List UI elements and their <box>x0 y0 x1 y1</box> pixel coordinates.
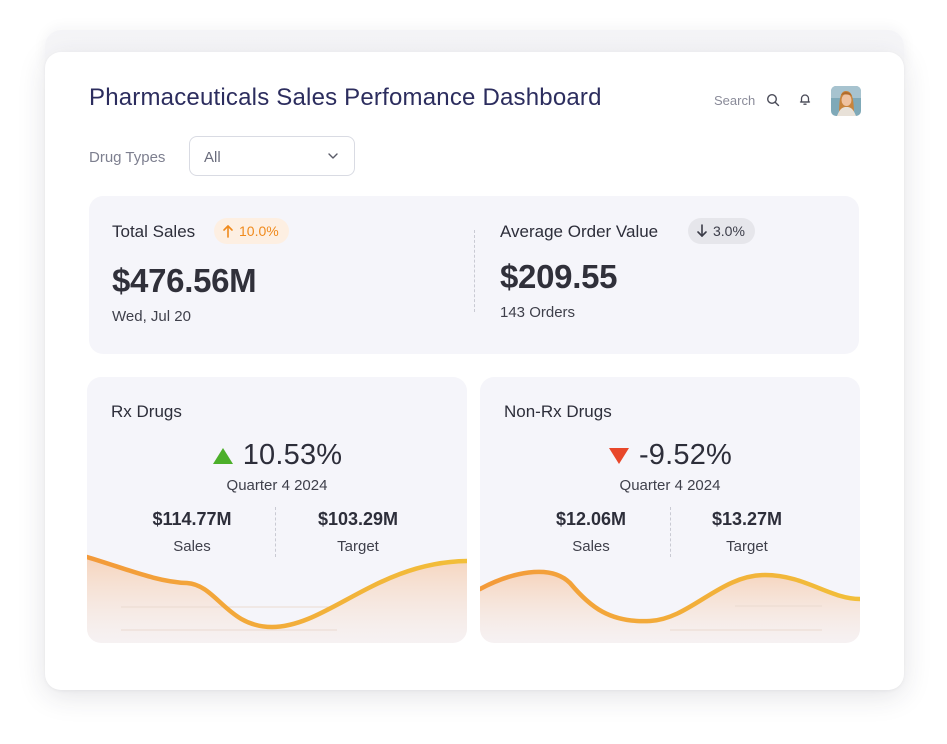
drug-types-dropdown[interactable]: All <box>189 136 355 176</box>
dashboard-card: Pharmaceuticals Sales Perfomance Dashboa… <box>45 52 904 690</box>
total-sales-label: Total Sales <box>112 222 196 241</box>
arrow-up-icon <box>223 225 233 238</box>
non-rx-quarter: Quarter 4 2024 <box>619 477 721 494</box>
average-order-value: $209.55 <box>500 258 618 295</box>
average-order-label: Average Order Value <box>500 222 659 241</box>
total-sales-change-badge: 10.0% <box>214 218 289 244</box>
non-rx-metric-divider <box>670 507 671 557</box>
non-rx-sales-label: Sales <box>572 538 610 555</box>
rx-drugs-title: Rx Drugs <box>111 402 182 421</box>
search-label[interactable]: Search <box>714 93 756 108</box>
non-rx-sales-value: $12.06M <box>555 509 627 529</box>
non-rx-sales-wave <box>480 569 860 643</box>
total-sales-change: 10.0% <box>239 223 279 239</box>
non-rx-change-percent: -9.52% <box>638 439 733 471</box>
rx-sales-wave <box>87 554 467 643</box>
average-order-change: 3.0% <box>713 223 745 239</box>
avatar[interactable] <box>831 86 861 116</box>
rx-sales-value: $114.77M <box>152 509 232 529</box>
bell-icon[interactable] <box>798 92 812 106</box>
search-icon[interactable] <box>766 93 780 107</box>
arrow-down-icon <box>697 224 707 237</box>
drug-types-label: Drug Types <box>89 149 166 166</box>
rx-change-row: 10.53% <box>87 439 467 472</box>
average-order-count: 143 Orders <box>500 304 576 321</box>
rx-metric-divider <box>275 507 276 557</box>
page-title: Pharmaceuticals Sales Perfomance Dashboa… <box>89 84 602 111</box>
triangle-up-icon <box>212 447 233 464</box>
chevron-down-icon <box>328 153 338 159</box>
non-rx-target-label: Target <box>726 538 768 555</box>
rx-sales-label: Sales <box>173 538 211 555</box>
rx-change-percent: 10.53% <box>242 439 343 471</box>
total-sales-date: Wed, Jul 20 <box>112 308 191 325</box>
non-rx-drugs-title: Non-Rx Drugs <box>504 402 612 421</box>
rx-target-label: Target <box>337 538 379 555</box>
summary-panel: Total Sales 10.0% $476.56M Wed, Jul 20 A… <box>89 196 859 354</box>
drug-types-selected-value: All <box>204 149 221 166</box>
non-rx-change-row: -9.52% <box>480 439 860 472</box>
non-rx-target-value: $13.27M <box>711 509 783 529</box>
rx-target-value: $103.29M <box>317 509 399 529</box>
non-rx-drugs-card: Non-Rx Drugs -9.52% Quarter 4 2024 $12.0… <box>480 377 860 643</box>
rx-quarter: Quarter 4 2024 <box>226 477 328 494</box>
triangle-down-icon <box>608 447 629 464</box>
average-order-change-badge: 3.0% <box>688 218 755 244</box>
total-sales-value: $476.56M <box>112 262 257 299</box>
summary-divider <box>474 230 475 312</box>
rx-drugs-card: Rx Drugs 10.53% Quarter 4 2024 $114.77M … <box>87 377 467 643</box>
